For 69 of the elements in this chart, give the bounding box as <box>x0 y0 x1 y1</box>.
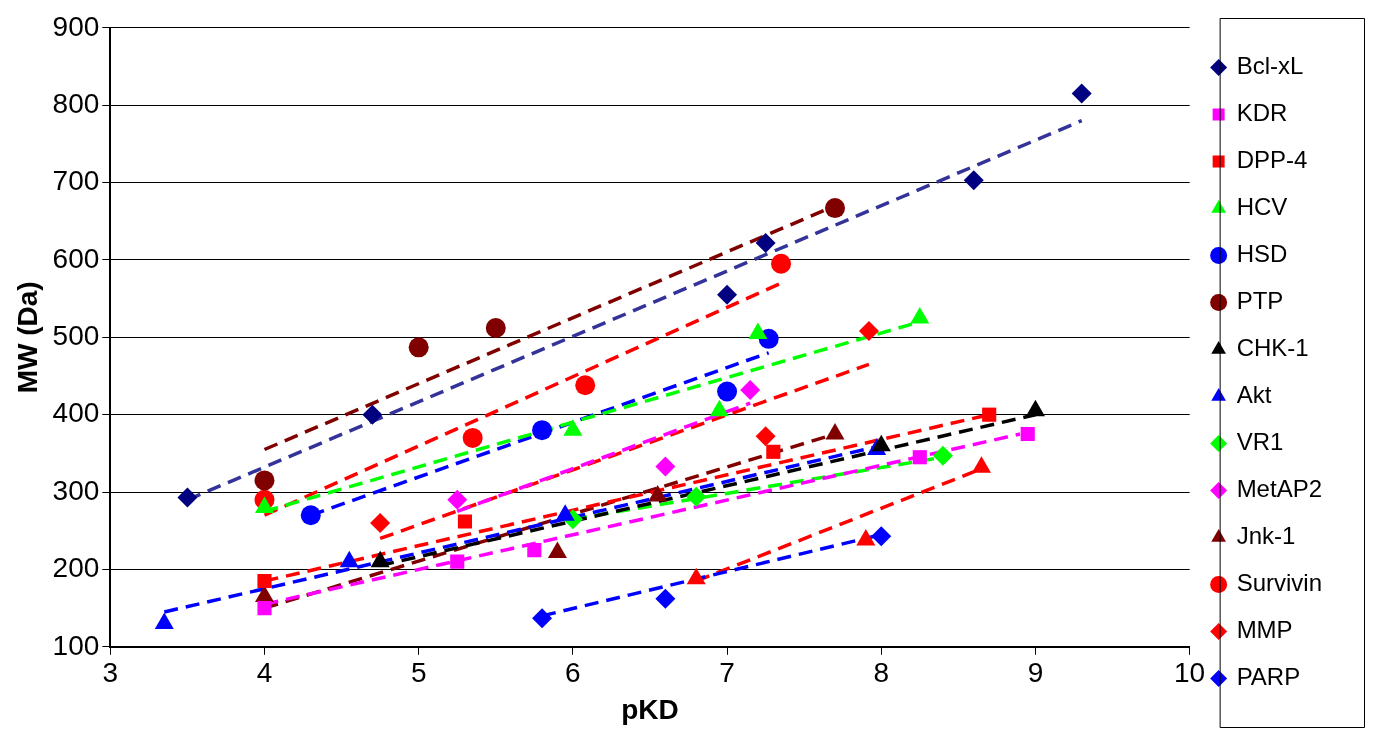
y-tick-label: 500 <box>52 320 100 352</box>
y-axis-title: MW (Da) <box>11 281 43 394</box>
legend-label: PARP <box>1236 663 1301 691</box>
legend-label: PTP <box>1236 287 1284 315</box>
point <box>982 407 997 422</box>
point <box>771 253 792 274</box>
point <box>1071 83 1092 104</box>
point <box>177 487 198 508</box>
point <box>527 543 542 558</box>
point <box>755 426 776 447</box>
x-axis-title: pKD <box>621 693 679 725</box>
legend-label: VR1 <box>1236 428 1284 456</box>
point <box>370 513 391 533</box>
point <box>532 608 553 629</box>
point <box>740 379 761 400</box>
point <box>912 450 927 465</box>
legend-label: Jnk-1 <box>1236 522 1296 550</box>
x-tick-label: 9 <box>1027 657 1044 689</box>
legend-label: CHK-1 <box>1236 334 1309 362</box>
x-tick-label: 3 <box>102 657 119 689</box>
y-tick-label: 200 <box>52 552 100 584</box>
point <box>462 427 483 448</box>
y-tick-label: 800 <box>52 87 100 119</box>
x-tick-label: 7 <box>719 657 735 689</box>
legend-label: Bcl-xL <box>1236 52 1304 80</box>
point <box>655 456 676 477</box>
point <box>362 404 383 425</box>
point <box>717 284 738 305</box>
point <box>1020 426 1035 442</box>
legend-label: MMP <box>1236 616 1293 644</box>
point <box>932 445 953 466</box>
point <box>686 486 707 507</box>
point <box>575 375 596 396</box>
x-tick-label: 5 <box>410 657 427 689</box>
point <box>871 526 892 547</box>
point <box>655 588 676 609</box>
y-tick-label: 100 <box>52 629 100 661</box>
x-tick-label: 4 <box>256 657 273 689</box>
legend-label: KDR <box>1236 99 1288 127</box>
point <box>766 444 781 459</box>
point <box>408 337 429 358</box>
x-tick-label: 10 <box>1174 657 1206 689</box>
point <box>963 170 984 191</box>
point <box>300 505 321 526</box>
point <box>717 381 738 402</box>
y-tick-label: 600 <box>52 242 100 274</box>
legend-label: HCV <box>1236 193 1288 221</box>
point <box>257 573 272 589</box>
legend-label: MetAP2 <box>1236 475 1322 503</box>
point <box>257 601 272 616</box>
legend-label: DPP-4 <box>1236 146 1308 174</box>
x-tick-label: 6 <box>565 657 581 689</box>
y-tick-label: 900 <box>52 10 100 42</box>
legend-label: HSD <box>1236 240 1288 268</box>
legend-label: Akt <box>1236 381 1272 409</box>
y-tick-label: 400 <box>52 397 100 429</box>
point <box>825 198 845 219</box>
y-tick-label: 700 <box>52 165 100 197</box>
y-tick-label: 300 <box>52 474 100 506</box>
point <box>485 318 506 339</box>
legend-label: Survivin <box>1236 569 1322 597</box>
point <box>858 321 879 342</box>
x-tick-label: 8 <box>873 657 890 689</box>
point <box>450 554 465 569</box>
point <box>447 489 468 510</box>
point <box>532 420 553 441</box>
point <box>457 514 473 529</box>
point <box>254 470 275 491</box>
point <box>755 232 776 253</box>
